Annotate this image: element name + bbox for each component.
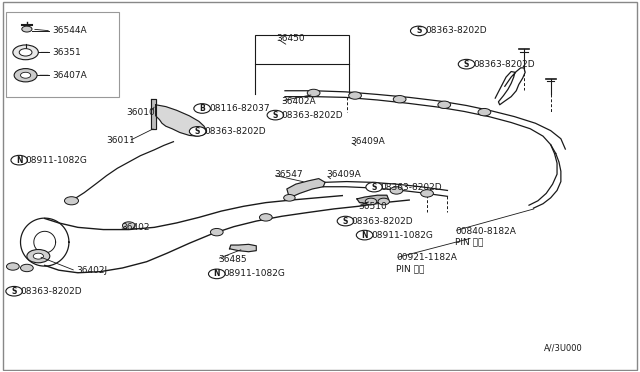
Circle shape bbox=[19, 49, 32, 56]
Circle shape bbox=[122, 222, 135, 229]
Text: 36011: 36011 bbox=[106, 137, 135, 145]
Polygon shape bbox=[230, 244, 256, 252]
Text: 36402: 36402 bbox=[121, 223, 150, 232]
Circle shape bbox=[478, 109, 491, 116]
Text: S: S bbox=[12, 287, 17, 296]
Text: S: S bbox=[464, 60, 469, 69]
Text: 08363-8202D: 08363-8202D bbox=[20, 287, 82, 296]
Text: 08911-1082G: 08911-1082G bbox=[26, 155, 88, 165]
Circle shape bbox=[365, 198, 377, 205]
Circle shape bbox=[259, 214, 272, 221]
Text: N: N bbox=[214, 269, 220, 278]
Text: 08116-82037: 08116-82037 bbox=[209, 104, 269, 113]
Text: 36450: 36450 bbox=[276, 34, 305, 43]
Text: 08363-8202D: 08363-8202D bbox=[381, 183, 442, 192]
Circle shape bbox=[20, 72, 31, 78]
Text: 36547: 36547 bbox=[274, 170, 303, 179]
Text: A//3U000: A//3U000 bbox=[544, 344, 583, 353]
Text: B: B bbox=[199, 104, 205, 113]
Circle shape bbox=[410, 26, 427, 36]
Polygon shape bbox=[156, 105, 207, 136]
FancyBboxPatch shape bbox=[6, 13, 119, 97]
Text: S: S bbox=[195, 127, 200, 136]
Circle shape bbox=[13, 45, 38, 60]
Circle shape bbox=[458, 60, 475, 69]
Polygon shape bbox=[357, 195, 389, 204]
Text: 08363-8202D: 08363-8202D bbox=[352, 217, 413, 225]
Text: S: S bbox=[416, 26, 422, 35]
Text: PIN ビン: PIN ビン bbox=[455, 237, 483, 246]
Text: 08363-8202D: 08363-8202D bbox=[282, 110, 344, 120]
Text: 36407A: 36407A bbox=[52, 71, 87, 80]
Circle shape bbox=[194, 104, 211, 113]
Circle shape bbox=[14, 68, 37, 82]
Circle shape bbox=[390, 187, 403, 194]
Polygon shape bbox=[151, 99, 156, 129]
Text: 08363-8202D: 08363-8202D bbox=[204, 127, 266, 136]
Circle shape bbox=[337, 216, 354, 226]
Text: 36544A: 36544A bbox=[52, 26, 87, 35]
Circle shape bbox=[211, 228, 223, 236]
Circle shape bbox=[6, 286, 22, 296]
Circle shape bbox=[189, 126, 206, 136]
Text: S: S bbox=[343, 217, 348, 225]
Text: 08911-1082G: 08911-1082G bbox=[371, 231, 433, 240]
Text: 08363-8202D: 08363-8202D bbox=[425, 26, 487, 35]
Circle shape bbox=[356, 230, 373, 240]
Circle shape bbox=[438, 101, 451, 109]
Circle shape bbox=[194, 128, 207, 135]
Circle shape bbox=[366, 182, 383, 192]
Circle shape bbox=[20, 264, 33, 272]
Text: 36409A: 36409A bbox=[351, 137, 385, 146]
Circle shape bbox=[394, 96, 406, 103]
Text: N: N bbox=[16, 155, 22, 165]
Circle shape bbox=[267, 110, 284, 120]
Text: 08363-8202D: 08363-8202D bbox=[473, 60, 534, 69]
Polygon shape bbox=[287, 179, 325, 198]
Text: 36010: 36010 bbox=[126, 108, 155, 117]
Text: 08911-1082G: 08911-1082G bbox=[223, 269, 285, 278]
Text: 36351: 36351 bbox=[52, 48, 81, 57]
Circle shape bbox=[6, 263, 19, 270]
Text: 36510: 36510 bbox=[358, 202, 387, 211]
Circle shape bbox=[378, 198, 390, 205]
Circle shape bbox=[209, 269, 225, 279]
Text: 36485: 36485 bbox=[218, 254, 246, 264]
Text: 36409A: 36409A bbox=[326, 170, 361, 179]
Text: N: N bbox=[362, 231, 368, 240]
Circle shape bbox=[27, 250, 50, 263]
Text: S: S bbox=[371, 183, 377, 192]
Text: S: S bbox=[273, 110, 278, 120]
Text: 00840-8182A: 00840-8182A bbox=[455, 227, 516, 235]
Circle shape bbox=[284, 195, 295, 201]
Circle shape bbox=[65, 197, 79, 205]
Circle shape bbox=[11, 155, 28, 165]
Circle shape bbox=[307, 89, 320, 97]
Text: 00921-1182A: 00921-1182A bbox=[396, 253, 458, 263]
Text: 36402J: 36402J bbox=[77, 266, 108, 275]
Circle shape bbox=[33, 253, 44, 259]
Text: PIN ビン: PIN ビン bbox=[396, 264, 425, 273]
Circle shape bbox=[420, 190, 433, 197]
Text: 36402A: 36402A bbox=[282, 97, 316, 106]
Circle shape bbox=[349, 92, 362, 99]
Circle shape bbox=[22, 26, 32, 32]
